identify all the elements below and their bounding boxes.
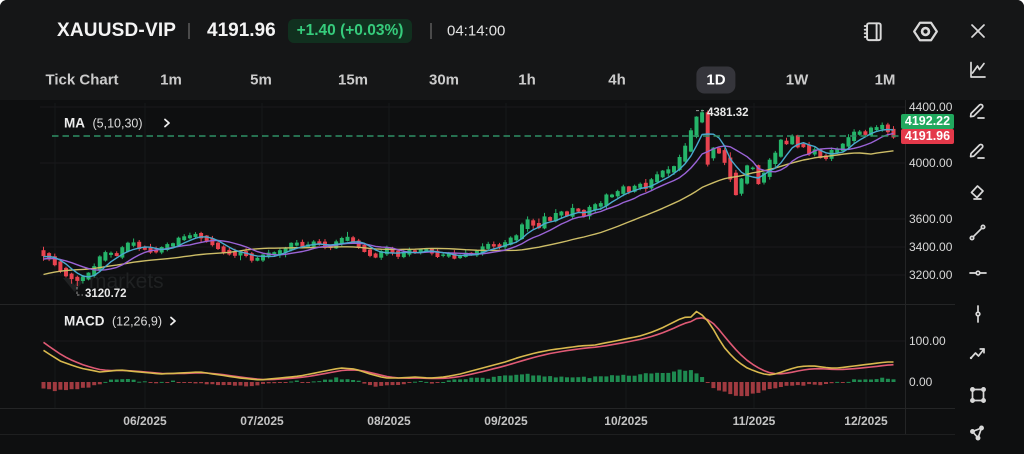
svg-text:markets: markets	[89, 270, 164, 293]
svg-text:3120.72: 3120.72	[85, 288, 127, 300]
svg-text:4381.32: 4381.32	[707, 107, 749, 119]
